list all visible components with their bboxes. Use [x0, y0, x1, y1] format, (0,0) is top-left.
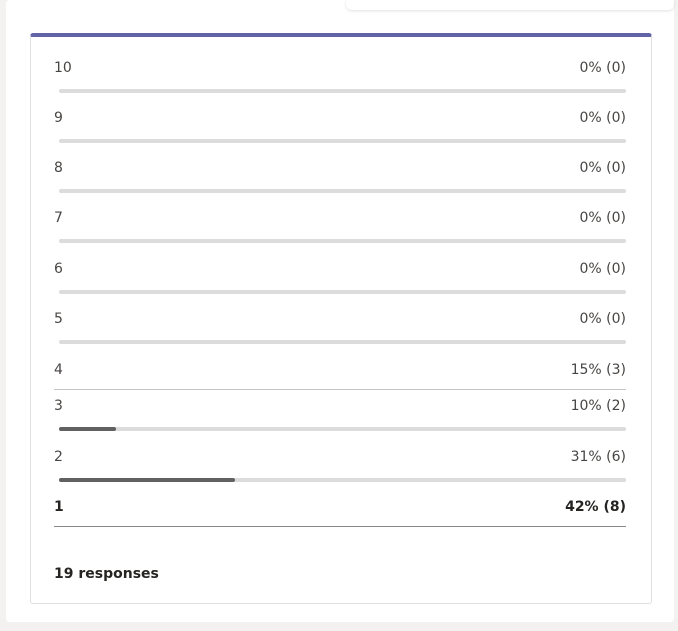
- rating-bar-track: [59, 290, 626, 294]
- rating-row-5: 5 0% (0): [54, 288, 627, 344]
- rating-bar-track: [59, 340, 626, 344]
- rating-row-7: 7 0% (0): [54, 187, 627, 243]
- rating-label: 8: [54, 160, 63, 176]
- rating-label: 1: [54, 499, 64, 515]
- rating-row-3: 3 10% (2): [54, 375, 626, 431]
- rating-label: 6: [54, 261, 63, 277]
- rating-row-divider: [54, 526, 626, 527]
- response-count: 19 responses: [54, 566, 159, 582]
- rating-bar-track: [59, 239, 626, 243]
- rating-bar-fill: [59, 478, 235, 482]
- rating-percentage: 42% (8): [565, 499, 626, 515]
- rating-percentage: 31% (6): [570, 449, 626, 465]
- rating-percentage: 15% (3): [570, 362, 626, 378]
- rating-percentage: 0% (0): [579, 60, 627, 76]
- rating-bar-track: [59, 89, 626, 93]
- rating-row-divider: [54, 389, 626, 390]
- rating-bar-track: [59, 189, 626, 193]
- panel-header-tab: [346, 0, 674, 10]
- rating-label: 9: [54, 110, 63, 126]
- rating-percentage: 10% (2): [570, 398, 626, 414]
- rating-percentage: 0% (0): [579, 110, 627, 126]
- rating-bar-track: [59, 427, 626, 431]
- rating-results-card: 10 0% (0) 9 0% (0) 8 0% (0) 7 0% (0) 6 0…: [30, 33, 652, 604]
- rating-percentage: 0% (0): [579, 210, 627, 226]
- rating-row-8: 8 0% (0): [54, 137, 627, 193]
- rating-label: 7: [54, 210, 63, 226]
- rating-label: 3: [54, 398, 63, 414]
- rating-bar-fill: [59, 427, 116, 431]
- rating-bar-track: [59, 478, 626, 482]
- rating-percentage: 0% (0): [579, 261, 627, 277]
- rating-row-10: 10 0% (0): [54, 37, 627, 93]
- rating-percentage: 0% (0): [579, 160, 627, 176]
- rating-label: 4: [54, 362, 63, 378]
- rating-bar-track: [59, 139, 626, 143]
- rating-label: 2: [54, 449, 63, 465]
- rating-label: 5: [54, 311, 63, 327]
- rating-row-9: 9 0% (0): [54, 87, 627, 143]
- rating-row-4: 4 15% (3): [54, 339, 626, 390]
- rating-row-6: 6 0% (0): [54, 238, 627, 294]
- rating-row-2: 2 31% (6): [54, 426, 626, 482]
- rating-row-1: 1 42% (8): [54, 476, 626, 527]
- rating-percentage: 0% (0): [579, 311, 627, 327]
- rating-label: 10: [54, 60, 72, 76]
